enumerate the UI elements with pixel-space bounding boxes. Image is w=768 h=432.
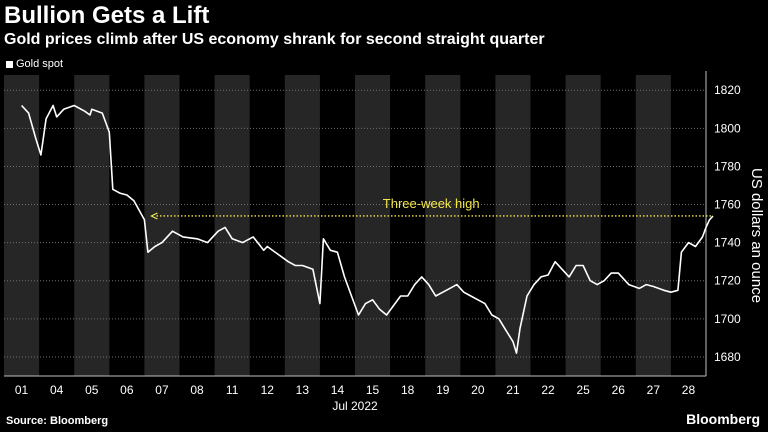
x-tick-18: 18 bbox=[401, 383, 415, 397]
x-tick-08: 08 bbox=[190, 383, 204, 397]
band-11 bbox=[214, 75, 250, 376]
y-tick-1700: 1700 bbox=[714, 312, 741, 326]
series-group bbox=[21, 104, 714, 354]
x-tick-01: 01 bbox=[15, 383, 29, 397]
gridlines bbox=[4, 71, 707, 377]
legend-label: Gold spot bbox=[16, 58, 64, 70]
x-tick-labels: 01 04 05 06 07 08 11 12 13 14 15 18 19 20 21 22 25 26 27 28 bbox=[15, 383, 696, 397]
x-tick-05: 05 bbox=[85, 383, 99, 397]
band-27 bbox=[635, 75, 671, 376]
x-tick-12: 12 bbox=[261, 383, 275, 397]
series-line-gold-spot bbox=[21, 104, 714, 354]
chart-subtitle: Gold prices climb after US economy shran… bbox=[4, 31, 545, 48]
y-tick-1800: 1800 bbox=[714, 121, 741, 135]
annotation-arrowhead bbox=[150, 212, 158, 220]
x-tick-14: 14 bbox=[331, 383, 345, 397]
annotation-label: Three-week high bbox=[383, 196, 480, 211]
band-05 bbox=[74, 75, 110, 376]
y-tick-1780: 1780 bbox=[714, 159, 741, 173]
x-tick-28: 28 bbox=[682, 383, 696, 397]
band-13 bbox=[284, 75, 320, 376]
y-tick-labels: 1680 1700 1720 1740 1760 1780 1800 1820 bbox=[714, 83, 741, 364]
y-axis-label: US dollars an ounce bbox=[748, 168, 765, 303]
band-15 bbox=[355, 75, 391, 376]
annotation-group: Three-week high bbox=[150, 196, 712, 220]
x-tick-15: 15 bbox=[366, 383, 380, 397]
band-01 bbox=[4, 75, 40, 376]
band-25 bbox=[565, 75, 601, 376]
legend-swatch bbox=[6, 60, 13, 68]
x-tick-26: 26 bbox=[612, 383, 626, 397]
x-tick-04: 04 bbox=[50, 383, 64, 397]
y-tick-1820: 1820 bbox=[714, 83, 741, 97]
x-tick-20: 20 bbox=[471, 383, 485, 397]
x-tick-27: 27 bbox=[647, 383, 661, 397]
x-tick-13: 13 bbox=[296, 383, 310, 397]
alternating-bands bbox=[4, 75, 671, 376]
x-tick-21: 21 bbox=[506, 383, 520, 397]
x-tick-19: 19 bbox=[436, 383, 450, 397]
y-tick-1720: 1720 bbox=[714, 274, 741, 288]
x-tick-11: 11 bbox=[226, 383, 239, 397]
x-tick-25: 25 bbox=[576, 383, 590, 397]
source-note: Source: Bloomberg bbox=[6, 415, 109, 427]
y-tick-1680: 1680 bbox=[714, 350, 741, 364]
y-tick-1740: 1740 bbox=[714, 236, 741, 250]
x-tick-06: 06 bbox=[120, 383, 134, 397]
legend: Gold spot bbox=[6, 58, 63, 70]
band-07 bbox=[144, 75, 180, 376]
band-19 bbox=[425, 75, 461, 376]
x-axis-month-label: Jul 2022 bbox=[332, 399, 378, 413]
y-tick-1760: 1760 bbox=[714, 198, 741, 212]
brand-logo: Bloomberg bbox=[686, 411, 760, 427]
band-21 bbox=[495, 75, 531, 376]
x-tick-22: 22 bbox=[541, 383, 555, 397]
x-tick-07: 07 bbox=[155, 383, 169, 397]
chart-title: Bullion Gets a Lift bbox=[4, 2, 210, 29]
